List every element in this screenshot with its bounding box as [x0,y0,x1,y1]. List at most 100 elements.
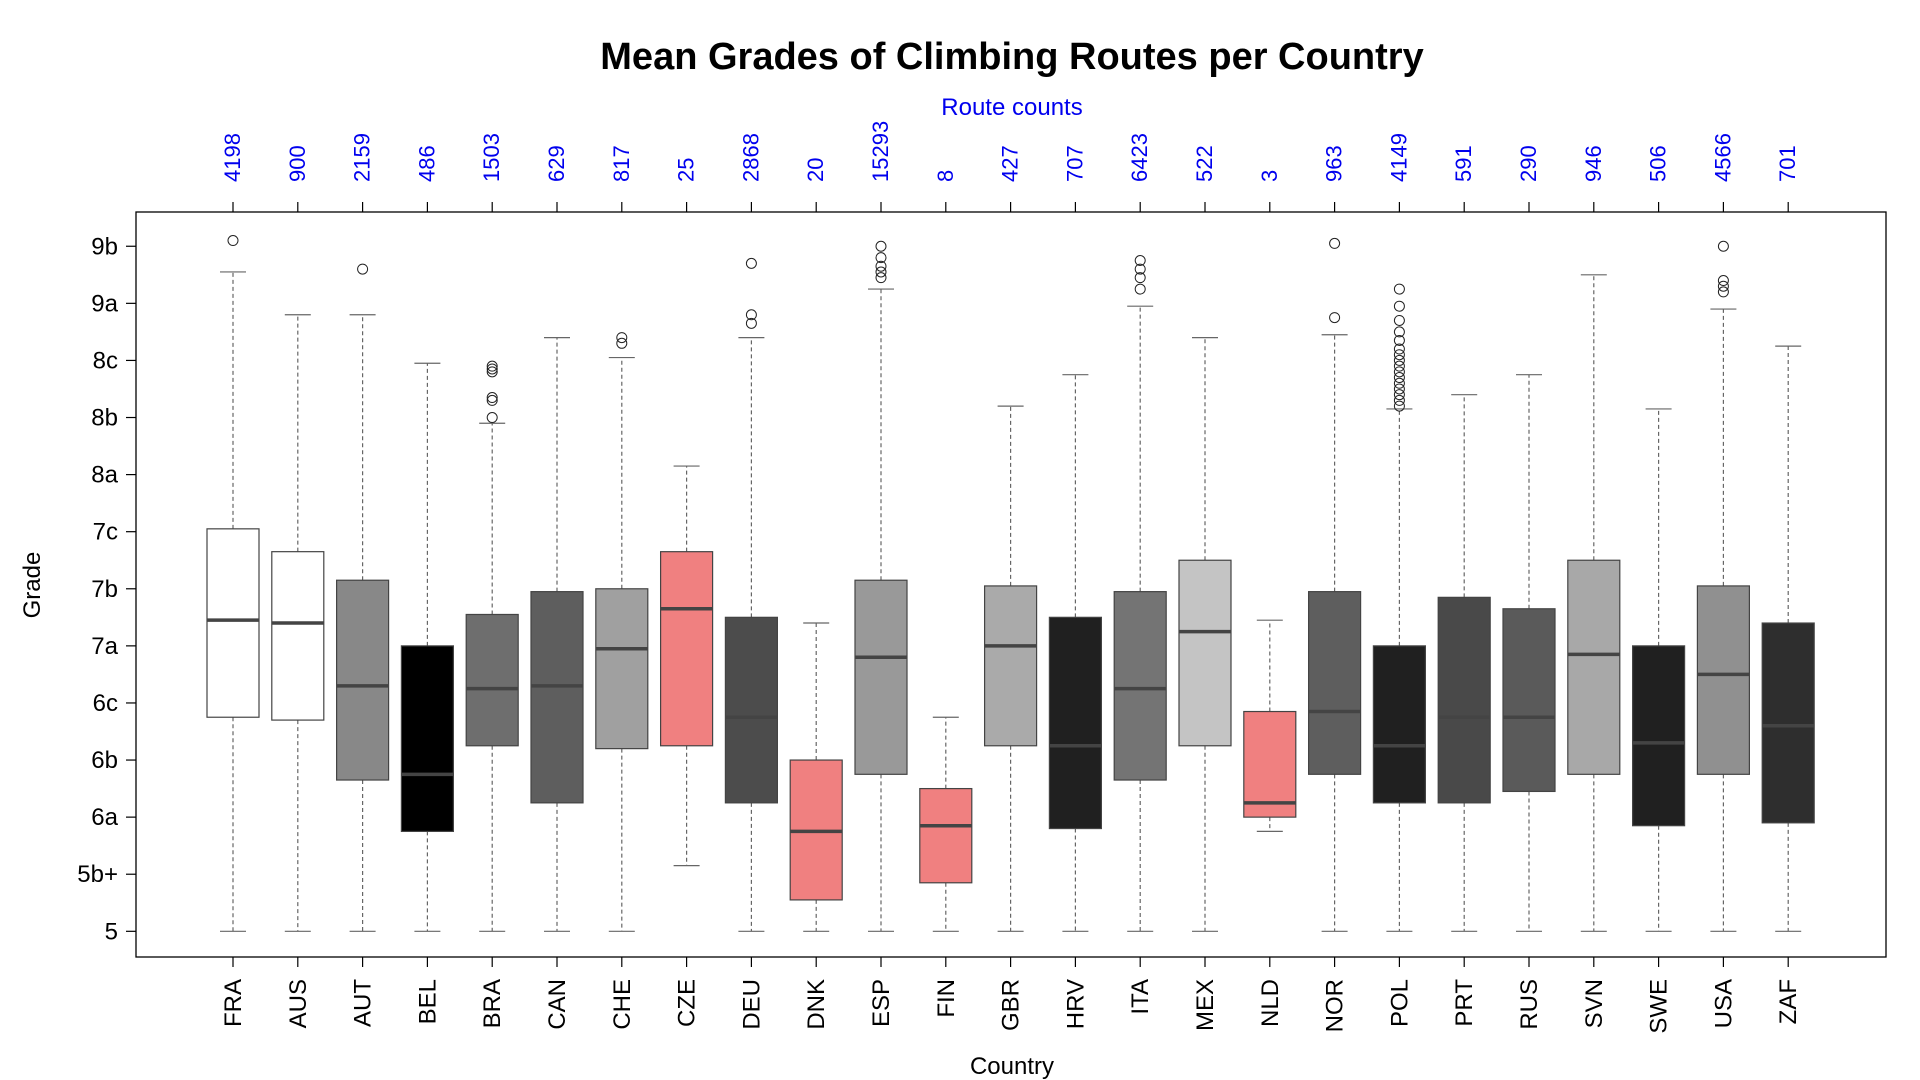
route-count-label: 20 [803,158,828,182]
box-esp [854,240,908,932]
iqr-box [919,787,973,884]
x-tick-label: GBR [998,979,1025,1031]
outlier-point [1393,400,1405,412]
route-count-label: 506 [1646,145,1671,182]
outlier-point [1329,237,1341,249]
x-tick-label: POL [1386,979,1413,1027]
route-count-label: 8 [933,170,958,182]
iqr-box [1372,645,1427,804]
iqr-box [271,551,325,721]
y-tick-label: 6c [93,690,118,717]
y-tick-label: 8c [93,347,118,374]
box-gbr [983,405,1038,932]
outlier-point [875,260,887,272]
iqr-box [1761,622,1815,824]
y-tick-label: 9b [91,233,118,260]
x-tick-label: CZE [674,979,701,1027]
route-count-label: 817 [609,145,634,182]
route-count-label: 25 [674,158,699,182]
x-tick-label: USA [1710,979,1737,1028]
box-mex [1178,336,1232,932]
iqr-box [400,645,454,833]
box-nor [1307,237,1362,932]
outlier-point [875,240,887,252]
x-tick-label: DNK [803,979,830,1030]
box-aut [336,263,390,932]
iqr-box [724,616,779,804]
box-zaf [1761,345,1815,932]
box-fra [206,235,260,932]
iqr-box [1631,645,1686,827]
outlier-point [1393,349,1405,361]
x-tick-label: MEX [1192,979,1219,1031]
y-tick-label: 6b [91,747,118,774]
outlier-point [1134,283,1146,295]
outlier-point [745,257,757,269]
box-pol [1372,283,1427,932]
iqr-box [1567,559,1621,775]
iqr-box [659,551,714,747]
y-axis: 5 5b+ 6a 6b 6c 7a 7b 7c 8a 8b 8c 9a 9b [77,233,136,945]
outlier-point [1393,314,1405,326]
y-tick-label: 8b [91,405,118,432]
box-che [595,332,649,932]
x-tick-label: BRA [479,979,506,1028]
outlier-point [1329,312,1341,324]
outlier-point [1393,372,1405,384]
x-tick-label: ESP [868,979,895,1027]
iqr-box [336,579,390,781]
outlier-point [1393,360,1405,372]
route-count-axis: 4198 900 2159 486 1503 629 817 25 2868 20 15293 8 42… [220,121,1800,212]
y-tick-label: 7a [91,633,118,660]
y-tick-label: 9a [91,290,118,317]
route-count-label: 6423 [1127,133,1152,182]
outlier-point [1134,272,1146,284]
chart-title: Mean Grades of Climbing Routes per Count… [600,36,1423,78]
route-count-label: 591 [1451,145,1476,182]
outlier-point [357,263,369,275]
iqr-box [1307,591,1362,775]
box-nld [1243,619,1297,833]
y-tick-label: 5b+ [77,861,118,888]
x-tick-label: DEU [738,979,765,1030]
iqr-box [530,591,584,804]
x-tick-label: AUS [285,979,312,1028]
box-hrv [1048,374,1103,932]
outlier-point [745,309,757,321]
box-dnk [789,622,843,932]
route-count-label: 701 [1775,145,1800,182]
x-tick-label: HRV [1062,979,1089,1029]
outlier-point [616,337,628,349]
y-tick-label: 7c [93,519,118,546]
iqr-box [1502,608,1556,793]
route-count-label: 4149 [1386,133,1411,182]
x-axis: FRA AUS AUT BEL BRA CAN CHE CZE DEU DNK ESP FIN GBR H… [220,957,1802,1034]
outlier-point [745,317,757,329]
box-deu [724,257,779,932]
box-bra [465,360,519,932]
iqr-box [854,579,908,775]
route-count-label: 4198 [220,133,245,182]
iqr-box [1178,559,1232,747]
x-tick-label: RUS [1516,979,1543,1030]
boxes-group [206,235,1815,932]
x-tick-label: BEL [414,979,441,1024]
x-tick-label: ITA [1127,979,1154,1015]
outlier-point [1393,389,1405,401]
x-tick-label: FRA [220,979,247,1027]
x-tick-label: NOR [1322,979,1349,1032]
box-ita [1113,255,1167,932]
outlier-point [1393,394,1405,406]
x-axis-title: Country [970,1053,1054,1080]
route-count-label: 290 [1516,145,1541,182]
route-count-label: 2868 [738,133,763,182]
outlier-point [1717,240,1729,252]
outlier-point [1393,283,1405,295]
outlier-point [486,412,498,424]
route-count-label: 900 [285,145,310,182]
iqr-box [1243,710,1297,818]
outlier-point [1393,366,1405,378]
outlier-point [1717,275,1729,287]
box-prt [1437,394,1491,932]
iqr-box [465,613,519,747]
